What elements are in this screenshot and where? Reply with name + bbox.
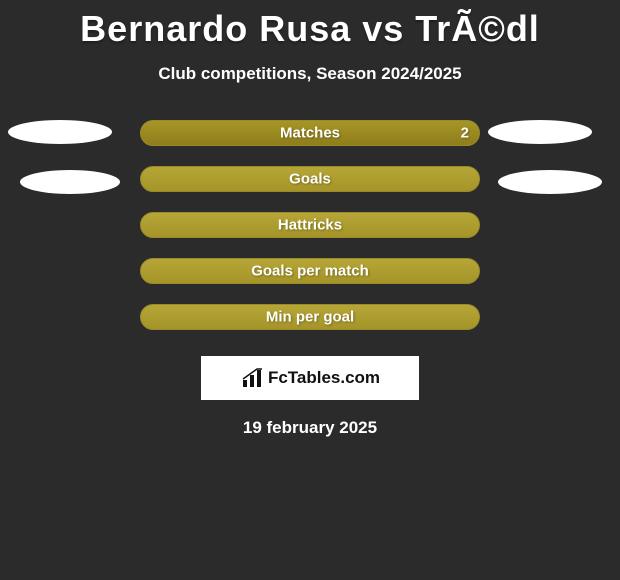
date-text: 19 february 2025 — [0, 418, 620, 438]
stat-label: Min per goal — [266, 309, 354, 326]
stats-container: Matches 2 Goals Hattricks Goals per matc… — [0, 120, 620, 350]
stat-label: Hattricks — [278, 217, 342, 234]
stat-row: Goals per match — [0, 258, 620, 304]
stat-value: 2 — [461, 125, 469, 142]
stat-bar-min-per-goal: Min per goal — [140, 304, 480, 330]
page-title: Bernardo Rusa vs TrÃ©dl — [0, 0, 620, 50]
stat-label: Goals — [289, 171, 331, 188]
stat-bar-matches: Matches 2 — [140, 120, 480, 146]
stat-row: Goals — [0, 166, 620, 212]
stat-label: Goals per match — [251, 263, 369, 280]
fctables-logo[interactable]: FcTables.com — [201, 356, 419, 400]
stat-row: Matches 2 — [0, 120, 620, 166]
stat-row: Hattricks — [0, 212, 620, 258]
logo-text: FcTables.com — [268, 368, 380, 388]
stat-label: Matches — [280, 125, 340, 142]
stat-bar-goals: Goals — [140, 166, 480, 192]
fctables-bars-icon — [240, 366, 264, 390]
page-subtitle: Club competitions, Season 2024/2025 — [0, 64, 620, 84]
stat-bar-goals-per-match: Goals per match — [140, 258, 480, 284]
stat-row: Min per goal — [0, 304, 620, 350]
stat-bar-hattricks: Hattricks — [140, 212, 480, 238]
